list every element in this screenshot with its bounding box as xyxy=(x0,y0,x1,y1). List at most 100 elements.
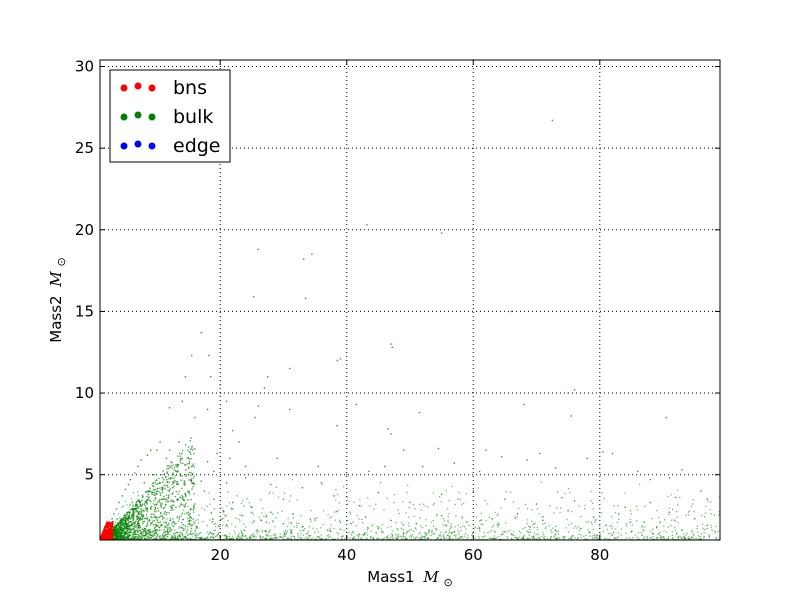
bulk-point xyxy=(183,484,186,486)
bns-point xyxy=(110,524,112,527)
bulk-point xyxy=(151,530,153,532)
bns-point xyxy=(110,522,112,524)
bulk-point xyxy=(334,519,337,521)
bulk-point xyxy=(136,537,138,539)
bulk-point xyxy=(132,510,134,512)
bulk-point xyxy=(146,507,148,509)
bulk-point xyxy=(222,534,224,537)
bulk-point xyxy=(527,525,530,528)
bulk-point xyxy=(145,533,147,535)
bulk-point xyxy=(129,516,131,518)
bulk-point xyxy=(143,538,146,540)
bulk-point xyxy=(178,535,180,537)
bulk-point xyxy=(507,537,509,540)
bulk-point xyxy=(155,517,157,519)
bulk-point xyxy=(426,533,429,535)
bulk-point xyxy=(638,483,641,486)
bulk-point xyxy=(559,538,561,540)
bulk-point xyxy=(297,536,300,539)
bulk-point xyxy=(174,470,177,472)
bulk-point xyxy=(176,483,178,485)
bulk-point xyxy=(121,533,123,535)
bulk-point xyxy=(117,521,119,524)
bulk-point xyxy=(220,536,222,538)
bulk-point xyxy=(172,473,174,476)
bulk-point xyxy=(128,511,131,514)
bulk-point xyxy=(402,535,404,538)
bulk-point xyxy=(154,528,156,531)
bulk-point xyxy=(610,525,613,527)
bulk-point xyxy=(433,532,436,535)
bulk-point xyxy=(333,495,335,497)
bulk-point xyxy=(241,514,244,517)
bulk-point xyxy=(430,521,432,523)
bulk-point xyxy=(186,512,188,514)
bulk-point xyxy=(153,520,156,522)
bulk-point xyxy=(208,492,210,494)
bulk-point xyxy=(668,513,670,516)
bulk-point xyxy=(391,536,393,538)
bulk-point xyxy=(663,530,665,532)
bulk-point xyxy=(127,526,129,528)
bulk-point xyxy=(140,532,142,534)
bulk-point xyxy=(146,495,148,498)
bulk-point xyxy=(611,534,614,536)
bulk-point xyxy=(454,503,456,506)
bulk-point xyxy=(178,490,181,492)
bulk-point xyxy=(589,532,591,534)
bulk-point xyxy=(192,486,194,488)
bulk-point xyxy=(484,535,486,537)
bulk-point xyxy=(482,523,484,526)
bulk-point xyxy=(597,538,599,540)
bulk-point xyxy=(168,523,170,525)
bulk-point xyxy=(656,526,658,528)
bulk-point xyxy=(160,529,162,531)
bulk-point xyxy=(115,530,117,533)
bulk-point xyxy=(636,536,638,538)
bulk-point xyxy=(687,511,690,513)
bulk-point xyxy=(236,495,238,497)
bulk-point xyxy=(138,535,141,537)
bulk-point xyxy=(339,528,341,531)
bulk-point xyxy=(159,494,162,497)
bulk-point xyxy=(187,473,190,476)
bulk-point xyxy=(269,529,272,531)
bulk-point xyxy=(210,511,212,514)
bulk-point xyxy=(152,538,154,540)
bulk-point xyxy=(142,514,144,516)
bulk-point xyxy=(154,506,157,508)
bulk-point xyxy=(636,538,638,540)
bulk-point xyxy=(701,514,703,517)
bulk-point xyxy=(119,536,121,538)
bulk-point xyxy=(197,527,199,529)
bulk-point xyxy=(190,519,192,522)
bulk-point xyxy=(613,537,616,539)
bulk-point xyxy=(366,528,369,531)
bulk-point xyxy=(425,532,427,534)
bulk-point xyxy=(718,510,720,513)
bulk-point xyxy=(478,527,481,530)
bulk-point xyxy=(118,535,120,538)
bulk-point xyxy=(631,524,633,526)
bulk-point xyxy=(484,499,486,501)
bulk-point xyxy=(170,509,172,511)
bulk-point xyxy=(418,517,421,519)
bulk-point xyxy=(256,530,258,532)
bulk-point xyxy=(178,518,181,520)
bulk-point xyxy=(297,533,299,535)
bulk-point xyxy=(459,536,461,538)
bulk-point xyxy=(132,528,134,530)
bulk-point xyxy=(114,532,117,534)
bulk-point xyxy=(184,482,186,484)
bulk-point xyxy=(128,511,130,513)
bulk-point xyxy=(679,535,681,537)
bulk-point xyxy=(529,537,531,540)
bulk-point xyxy=(602,451,604,453)
bulk-point xyxy=(518,530,521,533)
bulk-point xyxy=(133,528,135,530)
bulk-point xyxy=(186,531,188,533)
bulk-point xyxy=(650,536,652,539)
bulk-point xyxy=(310,509,312,512)
bulk-point xyxy=(166,518,168,520)
bulk-point xyxy=(140,508,142,510)
